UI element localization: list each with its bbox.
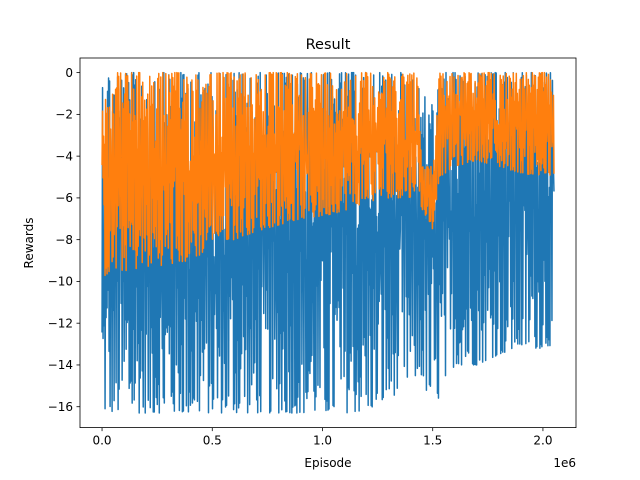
y-tick-label: −14 xyxy=(48,358,73,372)
y-tick-label: −6 xyxy=(55,191,73,205)
x-tick-label: 2.0 xyxy=(533,434,552,448)
y-tick-label: −16 xyxy=(48,400,73,414)
y-tick-label: −2 xyxy=(55,108,73,122)
y-tick-label: −4 xyxy=(55,149,73,163)
chart-title: Result xyxy=(306,37,351,53)
x-axis-label: Episode xyxy=(304,456,351,470)
series-line-2 xyxy=(101,71,555,277)
x-tick-label: 0.0 xyxy=(92,434,111,448)
y-tick-label: −12 xyxy=(48,316,73,330)
plot-frame xyxy=(79,57,577,429)
y-tick-label: −10 xyxy=(48,275,73,289)
series-line-1 xyxy=(101,71,555,414)
x-tick-label: 1.0 xyxy=(313,434,332,448)
x-tick-label: 0.5 xyxy=(203,434,222,448)
y-axis: 0 −2 −4 −6 −8 −10 −12 −14 −16 xyxy=(48,66,80,414)
x-tick-label: 1.5 xyxy=(423,434,442,448)
x-axis: 0.0 0.5 1.0 1.5 2.0 xyxy=(92,427,552,448)
x-offset-label: 1e6 xyxy=(553,456,576,470)
series-layer xyxy=(101,71,555,414)
y-axis-label: Rewards xyxy=(22,218,36,269)
y-tick-label: −8 xyxy=(55,233,73,247)
y-tick-label: 0 xyxy=(65,66,73,80)
